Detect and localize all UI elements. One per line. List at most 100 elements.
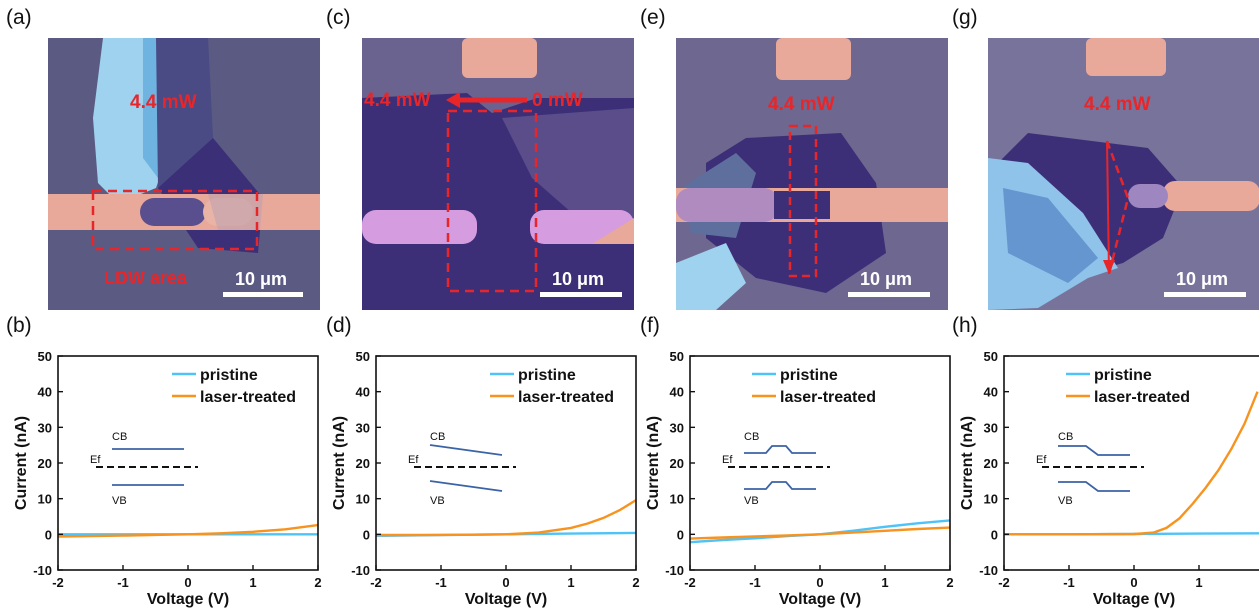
micrograph-g: 4.4 mW 10 μm: [988, 38, 1259, 310]
scale-bar: [848, 292, 930, 297]
panel-label-h: (h): [952, 314, 978, 337]
scan-arrow-head: [446, 92, 460, 108]
conduction-band-line: [1058, 445, 1130, 456]
conduction-band-line: [429, 444, 503, 456]
scale-bar-label: 10 μm: [552, 269, 604, 289]
cb-label: CB: [430, 431, 445, 443]
series-line-laser-treated: [376, 499, 636, 537]
conduction-band-line: [744, 445, 816, 454]
valence-band-line: [744, 481, 816, 490]
band-diagram-inset: CB VB Ef: [408, 431, 516, 507]
panel-label-f: (f): [640, 314, 660, 337]
panel-label-d: (d): [326, 314, 352, 337]
x-tick-label: -2: [684, 575, 696, 590]
y-tick-label: 30: [670, 420, 684, 435]
y-tick-label: 50: [38, 349, 52, 364]
power-label: 4.4 mW: [768, 94, 835, 115]
y-tick-label: 20: [356, 456, 370, 471]
y-axis-label: Current (nA): [959, 416, 976, 510]
series-line-pristine: [690, 519, 950, 544]
y-tick-label: 30: [356, 420, 370, 435]
y-tick-label: 40: [38, 385, 52, 400]
x-tick-label: 2: [632, 575, 639, 590]
power-label: 4.4 mW: [130, 92, 197, 113]
x-axis-label: Voltage (V): [779, 591, 861, 608]
x-axis-label: Voltage (V): [465, 591, 547, 608]
legend-label: pristine: [1094, 367, 1152, 384]
valence-band-line: [429, 480, 503, 492]
x-tick-label: 0: [502, 575, 509, 590]
series-group: [690, 519, 950, 544]
ldw-path-outline: [1105, 140, 1130, 275]
y-axis-label: Current (nA): [645, 416, 662, 510]
y-axis-label: Current (nA): [331, 416, 348, 510]
scale-bar: [1164, 292, 1246, 297]
y-tick-label: 0: [45, 527, 52, 542]
scale-bar-label: 10 μm: [235, 269, 287, 289]
panel-label-c: (c): [326, 6, 351, 29]
iv-chart-f: -10 0 10 20 30 40 50 -2 -1 0 1 2 Voltage (V) Current …: [632, 336, 957, 614]
series-group: [376, 499, 636, 537]
micrograph-a: 4.4 mW LDW area 10 μm: [48, 38, 320, 310]
x-tick-label: 0: [816, 575, 823, 590]
y-axis-label: Current (nA): [13, 416, 30, 510]
y-tick-label: 20: [984, 456, 998, 471]
x-tick-label: -1: [749, 575, 761, 590]
x-tick-label: -1: [1063, 575, 1075, 590]
x-axis-label: Voltage (V): [1093, 591, 1175, 608]
scale-bar-label: 10 μm: [860, 269, 912, 289]
legend-label: laser-treated: [200, 389, 296, 406]
x-tick-label: 1: [1195, 575, 1202, 590]
micrograph-c: 4.4 mW 0 mW 10 μm: [362, 38, 634, 310]
panel-label-a: (a): [6, 6, 32, 29]
y-tick-label: 10: [38, 492, 52, 507]
vb-label: VB: [744, 495, 759, 507]
x-tick-label: 1: [881, 575, 888, 590]
y-tick-label: 30: [984, 420, 998, 435]
x-tick-label: 1: [567, 575, 574, 590]
series-line-laser-treated: [690, 526, 950, 540]
iv-chart-d: -10 0 10 20 30 40 50 -2 -1 0 1 2 Voltage (V) Current …: [318, 336, 643, 614]
panel-label-e: (e): [640, 6, 666, 29]
y-tick-label: 50: [356, 349, 370, 364]
band-diagram-inset: CB VB Ef: [722, 431, 830, 507]
ef-label: Ef: [1036, 454, 1047, 466]
legend-label: pristine: [780, 367, 838, 384]
legend-label: laser-treated: [780, 389, 876, 406]
path-arrow-head: [1103, 260, 1115, 274]
x-tick-label: 2: [946, 575, 953, 590]
y-tick-label: 0: [363, 527, 370, 542]
panel-label-g: (g): [952, 6, 978, 29]
x-tick-label: -2: [370, 575, 382, 590]
cb-label: CB: [1058, 431, 1073, 443]
cb-label: CB: [112, 431, 127, 443]
x-tick-label: -2: [52, 575, 64, 590]
x-tick-label: 0: [184, 575, 191, 590]
ef-label: Ef: [408, 454, 419, 466]
vb-label: VB: [1058, 495, 1073, 507]
scale-bar-label: 10 μm: [1176, 269, 1228, 289]
y-tick-label: 50: [670, 349, 684, 364]
power-start-label: 4.4 mW: [364, 90, 431, 111]
ef-label: Ef: [90, 454, 101, 466]
scale-bar: [223, 292, 303, 297]
ldw-area-box: [91, 189, 259, 251]
ldw-path-line: [1106, 140, 1110, 275]
y-tick-label: 10: [670, 492, 684, 507]
x-tick-label: 2: [314, 575, 321, 590]
x-axis-label: Voltage (V): [147, 591, 229, 608]
cb-label: CB: [744, 431, 759, 443]
legend-label: laser-treated: [1094, 389, 1190, 406]
legend-label: pristine: [518, 367, 576, 384]
y-tick-label: 30: [38, 420, 52, 435]
y-tick-label: -10: [665, 563, 684, 578]
ldw-area-label: LDW area: [104, 268, 188, 288]
ldw-line-box: [788, 124, 818, 278]
vb-label: VB: [430, 495, 445, 507]
micrograph-e: 4.4 mW 10 μm: [676, 38, 948, 310]
